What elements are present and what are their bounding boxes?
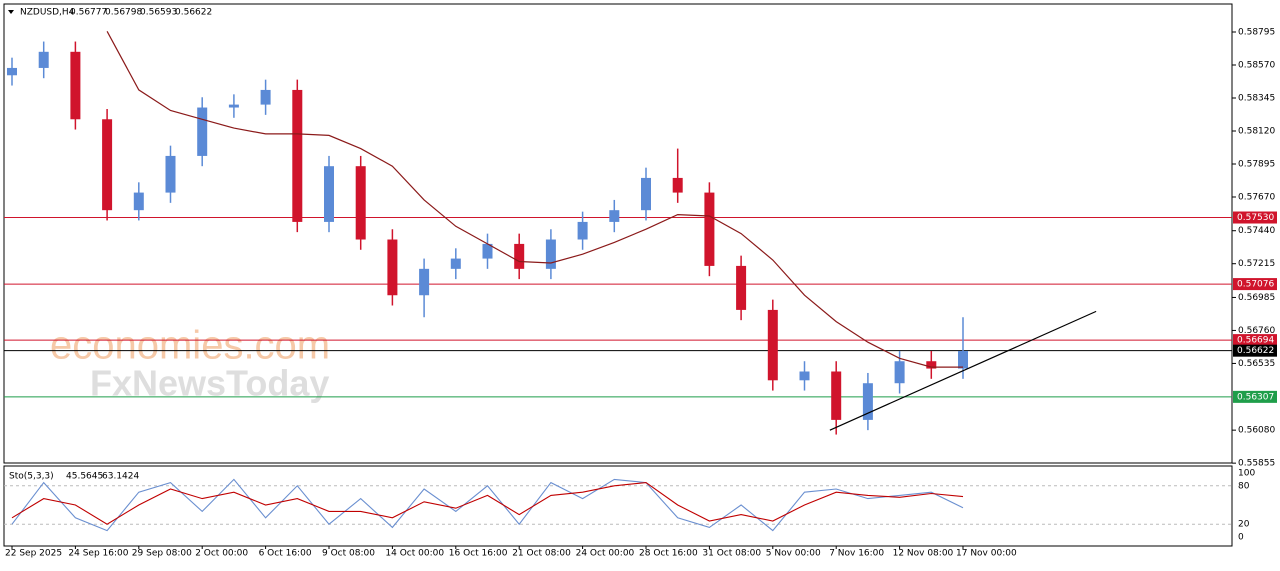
stochastic-tick-label: 80 xyxy=(1238,481,1250,491)
y-tick-label: 0.56760 xyxy=(1238,326,1275,336)
candle-body xyxy=(799,371,810,381)
y-tick-label: 0.56080 xyxy=(1238,426,1275,436)
level-label-box xyxy=(1233,334,1277,347)
y-tick-label: 0.58795 xyxy=(1238,28,1275,38)
candle-body xyxy=(260,89,271,105)
y-tick-label: 0.58570 xyxy=(1238,61,1275,71)
stochastic-panel xyxy=(3,465,1233,547)
candle-body xyxy=(355,166,366,240)
candle-body xyxy=(165,155,176,193)
candle-body xyxy=(609,210,620,222)
candle-body xyxy=(545,239,556,269)
x-tick-label: 31 Oct 08:00 xyxy=(702,549,761,559)
x-tick-label: 21 Oct 08:00 xyxy=(512,549,571,559)
candle-body xyxy=(133,192,144,211)
candle-body xyxy=(102,119,113,211)
watermark: economies.com xyxy=(50,324,330,368)
candle-body xyxy=(704,192,715,266)
candle-body xyxy=(894,361,905,384)
main-panel xyxy=(3,3,1233,464)
candle-body xyxy=(228,104,239,108)
candle-body xyxy=(292,89,303,222)
y-tick-label: 0.57670 xyxy=(1238,192,1275,202)
x-tick-label: 17 Nov 00:00 xyxy=(956,549,1017,559)
stochastic-tick-label: 20 xyxy=(1238,520,1250,530)
moving-average xyxy=(106,31,963,368)
level-label-box xyxy=(1233,278,1277,291)
candle-body xyxy=(7,67,17,76)
quote-open: 0.56777 xyxy=(70,8,107,18)
x-tick-label: 12 Nov 08:00 xyxy=(893,549,954,559)
candle-body xyxy=(736,265,747,310)
level-label-box xyxy=(1233,390,1277,403)
stochastic-line xyxy=(11,482,964,525)
x-tick-label: 29 Sep 08:00 xyxy=(132,549,192,559)
candle-body xyxy=(419,268,430,296)
candle-body xyxy=(324,166,334,222)
y-tick-label: 0.56535 xyxy=(1238,359,1275,369)
level-label: 0.56622 xyxy=(1237,346,1274,356)
x-tick-label: 16 Oct 16:00 xyxy=(449,549,508,559)
candle-body xyxy=(958,350,968,369)
candle-body xyxy=(514,243,525,269)
level-label: 0.56694 xyxy=(1237,336,1274,346)
candle-body xyxy=(482,243,493,259)
level-label-box xyxy=(1233,344,1277,357)
quote-close: 0.56622 xyxy=(175,8,212,18)
symbol: NZDUSD,H4 xyxy=(20,8,75,18)
watermark: FxNewsToday xyxy=(90,363,329,404)
level-label: 0.57076 xyxy=(1237,280,1274,290)
candle-body xyxy=(831,371,842,420)
candle-body xyxy=(767,309,778,381)
stochastic-k: 45.5645 xyxy=(66,472,103,482)
x-tick-label: 5 Nov 00:00 xyxy=(766,549,821,559)
level-label: 0.56307 xyxy=(1237,392,1274,402)
y-tick-label: 0.58120 xyxy=(1238,126,1275,136)
level-label-box xyxy=(1233,211,1277,224)
stochastic-title: Sto(5,3,3) xyxy=(9,472,54,482)
x-tick-label: 22 Sep 2025 xyxy=(5,549,62,559)
x-tick-label: 28 Oct 16:00 xyxy=(639,549,698,559)
y-tick-label: 0.57895 xyxy=(1238,159,1275,169)
y-tick-label: 0.57215 xyxy=(1238,259,1275,269)
stochastic-tick-label: 0 xyxy=(1238,533,1244,543)
candle-body xyxy=(672,177,683,193)
candle-body xyxy=(641,177,651,211)
quote-low: 0.56593 xyxy=(140,8,177,18)
candle-body xyxy=(926,361,937,369)
trendline xyxy=(829,310,1097,431)
stochastic-d: 63.1424 xyxy=(102,472,139,482)
x-tick-label: 2 Oct 00:00 xyxy=(195,549,248,559)
candle-body xyxy=(197,107,208,156)
candle-body xyxy=(387,239,398,296)
x-tick-label: 24 Oct 00:00 xyxy=(576,549,635,559)
x-tick-label: 24 Sep 16:00 xyxy=(68,549,128,559)
candle-body xyxy=(70,51,81,120)
x-tick-label: 14 Oct 00:00 xyxy=(385,549,444,559)
y-tick-label: 0.55855 xyxy=(1238,459,1275,469)
candle-body xyxy=(862,383,873,420)
candle-body xyxy=(450,258,461,269)
y-tick-label: 0.58345 xyxy=(1238,93,1275,103)
y-tick-label: 0.56985 xyxy=(1238,293,1275,303)
x-tick-label: 7 Nov 16:00 xyxy=(829,549,884,559)
menu-arrow xyxy=(8,10,14,14)
y-tick-label: 0.57440 xyxy=(1238,226,1275,236)
quote-high: 0.56798 xyxy=(105,8,142,18)
candle-body xyxy=(577,221,588,240)
stochastic-line xyxy=(11,478,964,532)
x-tick-label: 6 Oct 16:00 xyxy=(259,549,312,559)
candle-body xyxy=(38,51,49,68)
level-label: 0.57530 xyxy=(1237,213,1274,223)
x-tick-label: 9 Oct 08:00 xyxy=(322,549,375,559)
stochastic-tick-label: 100 xyxy=(1238,469,1255,479)
